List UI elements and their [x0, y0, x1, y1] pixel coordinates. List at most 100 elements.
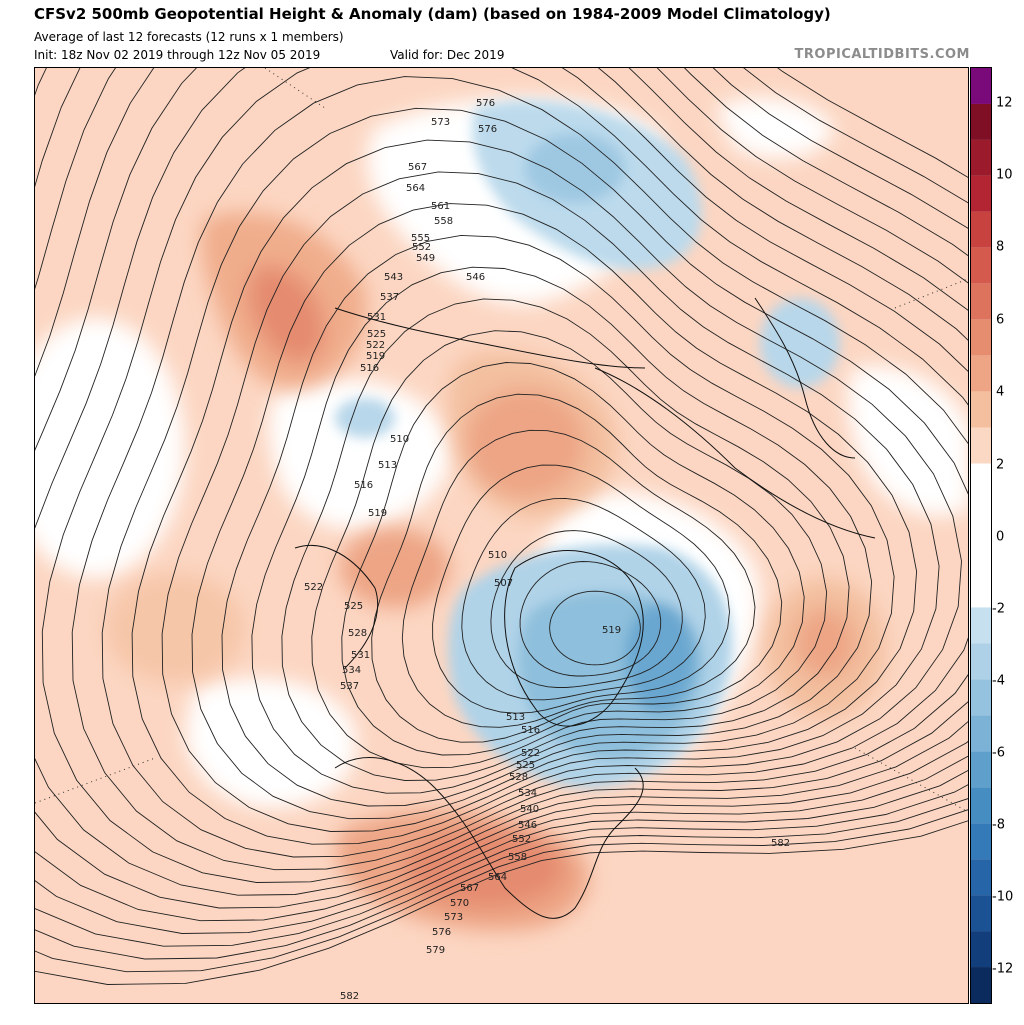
coastline-siberia [334, 307, 646, 369]
contour-label: 507 [494, 578, 513, 589]
map-canvas: 5765735765675645615585555525495465435375… [35, 68, 968, 1002]
chart-header: CFSv2 500mb Geopotential Height & Anomal… [0, 0, 1024, 68]
colorbar-tick-label: 12 [996, 95, 1013, 111]
height-contour [35, 68, 968, 960]
contour-label: 528 [348, 628, 367, 639]
colorbar-band [971, 247, 991, 284]
height-contour [35, 68, 968, 896]
positive-anomaly-arctic-core [465, 388, 585, 498]
height-contour [490, 530, 683, 688]
height-contour [251, 266, 873, 794]
colorbar-tick-label: -10 [992, 889, 1014, 905]
contour-label: 573 [431, 117, 450, 128]
colorbar-tick-label: 2 [996, 457, 1005, 473]
colorbar-band [971, 427, 991, 464]
chart-title: CFSv2 500mb Geopotential Height & Anomal… [34, 5, 831, 23]
contour-label: 531 [367, 312, 386, 323]
contour-label: 546 [518, 820, 537, 831]
neutral-region [715, 97, 835, 159]
contour-label: 519 [602, 625, 621, 636]
contour-label: 579 [426, 945, 445, 956]
contour-label: 576 [476, 98, 495, 109]
neutral-region [185, 678, 357, 808]
positive-anomaly-us-core [405, 828, 565, 908]
positive-anomaly-atlantic-core [795, 608, 855, 678]
contour-label: 555 [411, 233, 430, 244]
colorbar-band [971, 211, 991, 248]
height-contour [401, 429, 756, 728]
contour-label: 570 [450, 898, 469, 909]
colorbar-band [971, 463, 991, 608]
graticule [35, 68, 968, 813]
contour-label: 534 [342, 665, 361, 676]
graticule-line [854, 747, 968, 813]
contour-label: 537 [380, 292, 399, 303]
height-contour [341, 362, 805, 756]
contour-label: 540 [520, 804, 539, 815]
colorbar [970, 67, 992, 1004]
negative-anomaly-europe [760, 298, 840, 388]
graticule-line [894, 278, 968, 309]
contour-label: 522 [521, 748, 540, 759]
contour-label: 537 [340, 681, 359, 692]
contour-label: 519 [368, 508, 387, 519]
colorbar-band [971, 355, 991, 392]
contour-label: 576 [478, 124, 497, 135]
height-contour [461, 497, 706, 701]
height-contour [35, 68, 968, 934]
height-contour [41, 68, 968, 883]
colorbar-tick-label: -4 [992, 673, 1005, 689]
contour-label: 516 [354, 480, 373, 491]
colorbar-band [971, 68, 991, 104]
contour-label: 558 [434, 216, 453, 227]
contour-label: 549 [416, 253, 435, 264]
colorbar-band [971, 103, 991, 140]
contour-label: 525 [344, 601, 363, 612]
contour-label: 516 [521, 725, 540, 736]
contour-label: 519 [366, 351, 385, 362]
contour-label: 567 [408, 162, 427, 173]
contour-label: 564 [406, 183, 425, 194]
coastline-scandinavia [754, 297, 856, 459]
coastline-alaska [294, 544, 379, 669]
colorbar-band [971, 715, 991, 752]
graticule-line [35, 757, 156, 804]
colorbar-gradient [971, 68, 991, 1003]
contour-label: 576 [432, 927, 451, 938]
coastline-eurasia [594, 367, 876, 539]
height-contour [131, 139, 962, 845]
coastline-north-america [334, 757, 644, 919]
contour-label: 582 [340, 991, 359, 1002]
brand-watermark: TROPICALTIDBITS.COM [794, 47, 970, 62]
colorbar-tick-label: -6 [992, 745, 1005, 761]
height-contours [35, 68, 968, 985]
contour-label: 573 [444, 912, 463, 923]
height-contour [101, 107, 968, 858]
contour-label: 513 [378, 460, 397, 471]
colorbar-band [971, 787, 991, 824]
height-contour [71, 76, 968, 871]
colorbar-band [971, 607, 991, 644]
contour-label: 528 [509, 772, 528, 783]
colorbar-band [971, 283, 991, 320]
height-contour [35, 68, 968, 985]
colorbar-band [971, 859, 991, 896]
colorbar-tick-label: -2 [992, 601, 1005, 617]
contour-label: 582 [771, 838, 790, 849]
colorbar-tick-label: 4 [996, 384, 1005, 400]
neutral-region [847, 366, 968, 516]
colorbar-tick-label: -8 [992, 817, 1005, 833]
positive-anomaly-west-canada-core [247, 266, 326, 362]
colorbar-band [971, 319, 991, 356]
colorbar-band [971, 391, 991, 428]
contour-label: 513 [506, 712, 525, 723]
contour-label: 552 [512, 834, 531, 845]
height-contour [35, 68, 968, 922]
height-contour [35, 68, 968, 973]
negative-anomaly-beaufort [335, 398, 395, 438]
valid-time: Valid for: Dec 2019 [390, 48, 505, 62]
contour-label: 558 [508, 852, 527, 863]
height-contour [549, 590, 641, 666]
height-contour [221, 234, 895, 807]
height-contour [161, 171, 940, 832]
